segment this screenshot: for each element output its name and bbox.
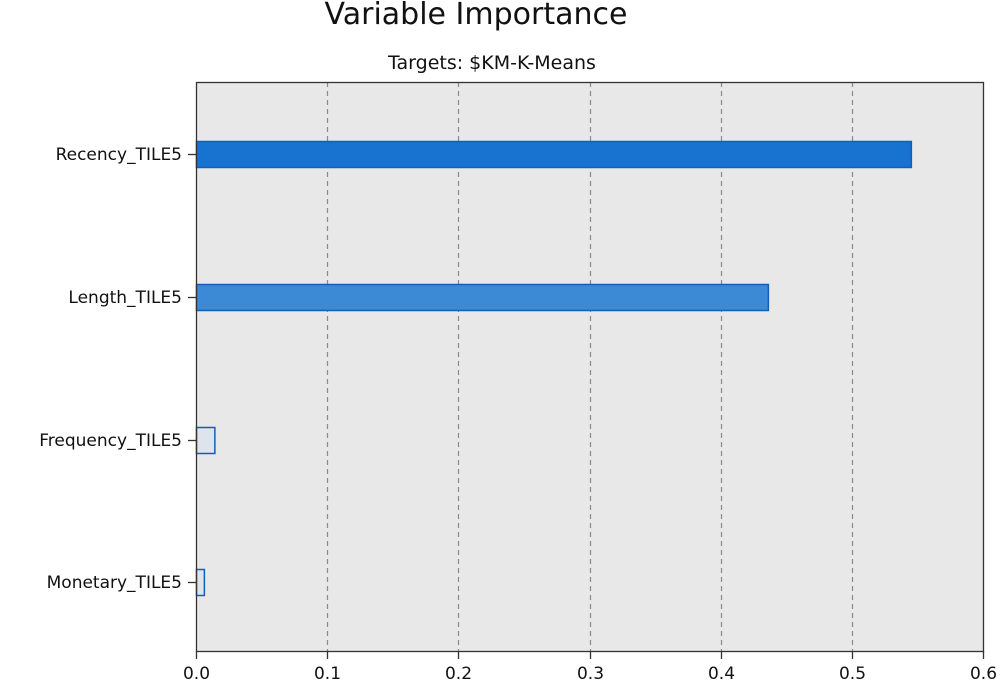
x-axis-ticks bbox=[195, 651, 985, 659]
x-tick-label: 0.4 bbox=[708, 664, 735, 684]
x-tick-label: 0.1 bbox=[314, 664, 341, 684]
x-tick-label: 0.3 bbox=[577, 664, 604, 684]
bar-recency-tile5 bbox=[195, 140, 913, 169]
bar-monetary-tile5 bbox=[195, 568, 206, 597]
x-tick-label: 0.0 bbox=[183, 664, 210, 684]
x-axis-tick-labels: 0.0 0.1 0.2 0.3 0.4 0.5 0.6 bbox=[183, 664, 997, 684]
chart-title: Variable Importance bbox=[325, 0, 628, 32]
category-label: Monetary_TILE5 bbox=[47, 573, 182, 593]
bar-length-tile5 bbox=[195, 283, 770, 312]
chart-subtitle: Targets: $KM-K-Means bbox=[387, 52, 596, 74]
x-tick-label: 0.2 bbox=[445, 664, 472, 684]
y-axis-category-labels: Recency_TILE5 Length_TILE5 Frequency_TILE5… bbox=[39, 145, 182, 593]
bars bbox=[195, 140, 913, 597]
grid-lines bbox=[326, 82, 854, 651]
category-label: Frequency_TILE5 bbox=[39, 431, 182, 451]
bar-frequency-tile5 bbox=[195, 426, 216, 455]
x-tick-label: 0.6 bbox=[970, 664, 997, 684]
x-tick-label: 0.5 bbox=[839, 664, 866, 684]
y-axis-ticks bbox=[188, 153, 196, 584]
category-label: Length_TILE5 bbox=[68, 288, 182, 308]
category-label: Recency_TILE5 bbox=[56, 145, 182, 165]
